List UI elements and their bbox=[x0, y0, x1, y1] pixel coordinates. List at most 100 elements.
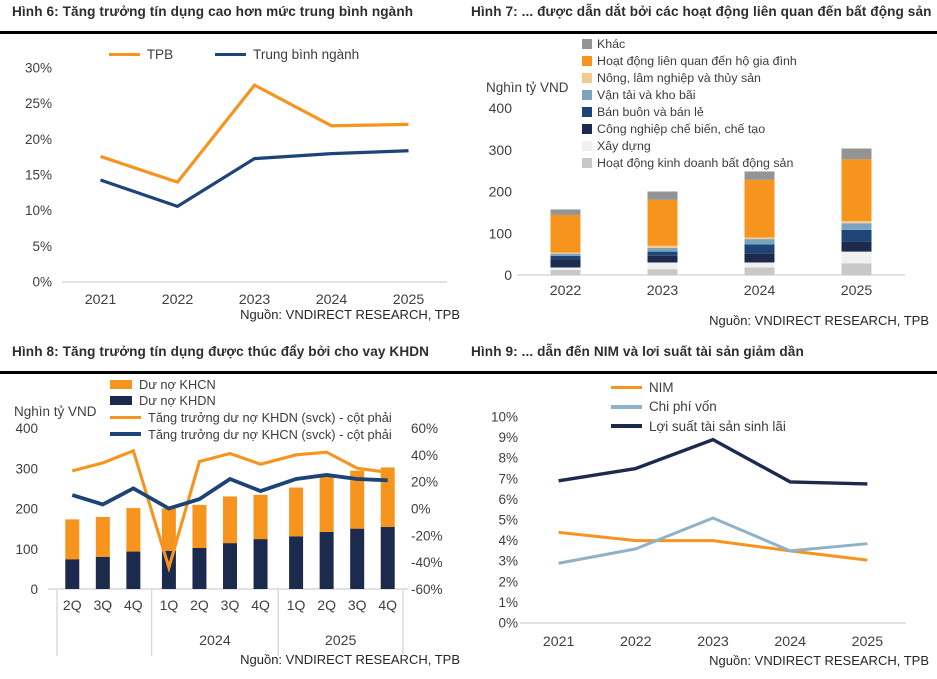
chart-area-hinh6: 0% 5% 10% 15% 20% 25% 30% 2021 2022 2023 2024 2025 … bbox=[0, 34, 468, 306]
legend-item: NIM bbox=[611, 378, 786, 397]
chart-area-hinh9: 0% 1% 2% 3% 4% 5% 6% 7% 8% 9% 10% 2021 2022 2023 2024 2… bbox=[468, 374, 937, 654]
legend-item: Công nghiệp chế biến, chế tạo bbox=[582, 120, 797, 137]
legend-label: NIM bbox=[649, 380, 674, 396]
svg-text:0%: 0% bbox=[498, 616, 518, 631]
svg-text:20%: 20% bbox=[411, 475, 438, 490]
legend-label: Bán buôn và bán lẻ bbox=[597, 104, 704, 119]
legend-line-swatch bbox=[611, 385, 642, 390]
source-note-hinh6: Nguồn: VNDIRECT RESEARCH, TPB bbox=[240, 307, 460, 322]
legend-line-swatch bbox=[611, 405, 642, 409]
svg-text:0%: 0% bbox=[411, 502, 431, 517]
legend-box-swatch bbox=[582, 158, 592, 169]
legend-label: Hoạt động kinh doanh bất động sản bbox=[597, 156, 794, 171]
legend-label: Vận tải và kho bãi bbox=[597, 87, 696, 102]
figure-title-hinh8: Hình 8: Tăng trưởng tín dụng được thúc đ… bbox=[0, 340, 468, 374]
svg-text:2025: 2025 bbox=[393, 292, 425, 306]
legend-item: Hoạt động liên quan đến hộ gia đình bbox=[582, 52, 797, 69]
svg-text:200: 200 bbox=[15, 502, 38, 517]
svg-text:100: 100 bbox=[15, 542, 38, 557]
svg-text:1Q: 1Q bbox=[160, 597, 179, 613]
svg-text:0: 0 bbox=[504, 267, 512, 283]
legend-hinh9: NIM Chi phí vốn Lợi suất tài sản sinh lãi bbox=[611, 378, 786, 436]
legend-box-swatch bbox=[582, 89, 592, 100]
svg-text:-40%: -40% bbox=[411, 555, 443, 570]
svg-text:0%: 0% bbox=[32, 275, 52, 290]
legend-item: Hoạt động kinh doanh bất động sản bbox=[582, 155, 797, 172]
legend-label: Tăng trưởng dư nợ KHCN (svck) - cột phải bbox=[148, 426, 392, 442]
svg-text:2Q: 2Q bbox=[63, 597, 82, 613]
svg-text:5%: 5% bbox=[498, 513, 518, 528]
figure-panel-hinh9: Hình 9: ... dẫn đến NIM và lơi suất tài … bbox=[468, 340, 937, 679]
svg-text:2Q: 2Q bbox=[190, 597, 209, 613]
svg-text:20%: 20% bbox=[25, 132, 52, 147]
legend-hinh8: Dư nợ KHCN Dư nợ KHDN Tăng trưởng dư nợ KH… bbox=[110, 376, 392, 442]
figure-panel-hinh6: Hình 6: Tăng trưởng tín dụng cao hơn mức… bbox=[0, 0, 468, 340]
svg-text:2024: 2024 bbox=[744, 283, 776, 299]
legend-label: Công nghiệp chế biến, chế tạo bbox=[597, 122, 766, 137]
source-note-hinh7: Nguồn: VNDIRECT RESEARCH, TPB bbox=[709, 313, 929, 328]
svg-text:300: 300 bbox=[15, 461, 38, 476]
svg-text:-20%: -20% bbox=[411, 528, 443, 543]
svg-text:3Q: 3Q bbox=[348, 597, 367, 613]
figure-panel-hinh7: Hình 7: ... được dẫn dắt bởi các hoạt độ… bbox=[468, 0, 937, 340]
legend-label: Chi phí vốn bbox=[649, 399, 717, 415]
figure-title-hinh9: Hình 9: ... dẫn đến NIM và lơi suất tài … bbox=[468, 340, 937, 374]
svg-text:5%: 5% bbox=[32, 239, 52, 254]
legend-label: Dư nợ KHDN bbox=[139, 393, 216, 409]
svg-text:60%: 60% bbox=[411, 421, 438, 436]
svg-text:2022: 2022 bbox=[162, 292, 194, 306]
svg-text:2023: 2023 bbox=[697, 634, 729, 650]
svg-text:10%: 10% bbox=[25, 203, 52, 218]
svg-text:3%: 3% bbox=[498, 554, 518, 569]
legend-item: Dư nợ KHDN bbox=[110, 393, 392, 410]
legend-box-swatch bbox=[582, 124, 592, 135]
combo-chart-loan-balance-growth: 0 100 200 300 400 -60% -40% -20% 0% 20% 40% 60% Nghì… bbox=[14, 404, 443, 656]
svg-text:9%: 9% bbox=[498, 430, 518, 445]
svg-text:100: 100 bbox=[489, 225, 513, 241]
legend-bar-swatch bbox=[110, 396, 132, 406]
svg-text:2023: 2023 bbox=[239, 292, 271, 306]
svg-text:4Q: 4Q bbox=[251, 597, 270, 613]
legend-box-swatch bbox=[582, 106, 592, 117]
svg-text:8%: 8% bbox=[498, 451, 518, 466]
svg-text:4Q: 4Q bbox=[124, 597, 143, 613]
legend-item: Xây dựng bbox=[582, 138, 797, 155]
legend-box-swatch bbox=[582, 55, 592, 66]
legend-label: Xây dựng bbox=[597, 139, 651, 154]
figure-title-hinh7: Hình 7: ... được dẫn dắt bởi các hoạt độ… bbox=[468, 0, 937, 34]
svg-text:10%: 10% bbox=[491, 410, 518, 425]
svg-text:400: 400 bbox=[15, 421, 38, 436]
svg-text:2021: 2021 bbox=[85, 292, 117, 306]
svg-text:400: 400 bbox=[489, 100, 513, 116]
source-note-hinh8: Nguồn: VNDIRECT RESEARCH, TPB bbox=[240, 652, 460, 667]
legend-item: Nông, lâm nghiệp và thủy sản bbox=[582, 69, 797, 86]
svg-text:3Q: 3Q bbox=[93, 597, 112, 613]
svg-text:2025: 2025 bbox=[841, 283, 873, 299]
legend-item: TPB bbox=[108, 47, 174, 62]
svg-text:2021: 2021 bbox=[543, 634, 575, 650]
legend-box-swatch bbox=[582, 72, 592, 83]
legend-label: Hoạt động liên quan đến hộ gia đình bbox=[597, 53, 797, 68]
svg-text:0: 0 bbox=[30, 582, 38, 597]
svg-text:7%: 7% bbox=[498, 471, 518, 486]
svg-text:25%: 25% bbox=[25, 96, 52, 111]
legend-item: Dư nợ KHCN bbox=[110, 376, 392, 393]
legend-label: Khác bbox=[597, 36, 626, 51]
line-chart-nim-yield: 0% 1% 2% 3% 4% 5% 6% 7% 8% 9% 10% 2021 2022 2023 2024 2… bbox=[491, 410, 906, 650]
svg-text:1Q: 1Q bbox=[287, 597, 306, 613]
legend-label: Tăng trưởng dư nợ KHDN (svck) - cột phải bbox=[148, 409, 392, 425]
svg-text:2025: 2025 bbox=[325, 633, 357, 649]
legend-box-swatch bbox=[582, 141, 592, 152]
legend-line-swatch bbox=[110, 415, 141, 420]
svg-text:2024: 2024 bbox=[774, 634, 806, 650]
legend-label: TPB bbox=[146, 47, 174, 62]
legend-item: Tăng trưởng dư nợ KHCN (svck) - cột phải bbox=[110, 426, 392, 443]
legend-label: Nông, lâm nghiệp và thủy sản bbox=[597, 70, 761, 85]
svg-text:2023: 2023 bbox=[647, 283, 679, 299]
svg-text:4Q: 4Q bbox=[378, 597, 397, 613]
legend-box-swatch bbox=[582, 38, 592, 49]
legend-hinh6: TPB Trung bình ngành bbox=[0, 47, 468, 62]
legend-bar-swatch bbox=[110, 379, 132, 389]
line-chart-credit-growth: 0% 5% 10% 15% 20% 25% 30% 2021 2022 2023 2024 2025 bbox=[25, 61, 447, 306]
